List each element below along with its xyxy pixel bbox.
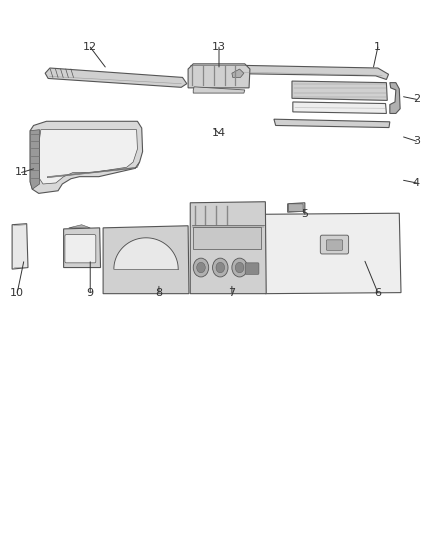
Polygon shape xyxy=(39,130,138,184)
Polygon shape xyxy=(30,130,39,189)
Polygon shape xyxy=(69,225,90,228)
FancyBboxPatch shape xyxy=(289,204,303,212)
FancyBboxPatch shape xyxy=(65,235,96,263)
Polygon shape xyxy=(64,228,101,268)
Circle shape xyxy=(232,258,247,277)
Text: 5: 5 xyxy=(301,209,308,219)
Text: 4: 4 xyxy=(413,178,420,188)
Text: 13: 13 xyxy=(212,42,226,52)
Polygon shape xyxy=(12,224,28,269)
Polygon shape xyxy=(103,226,189,294)
Circle shape xyxy=(212,258,228,277)
Polygon shape xyxy=(390,83,400,114)
Text: 11: 11 xyxy=(14,167,28,177)
Text: 9: 9 xyxy=(87,288,94,297)
Polygon shape xyxy=(265,213,401,294)
Polygon shape xyxy=(232,69,244,77)
Polygon shape xyxy=(274,119,390,127)
Text: 2: 2 xyxy=(413,94,420,104)
Text: 1: 1 xyxy=(374,42,381,52)
Polygon shape xyxy=(293,102,386,114)
Polygon shape xyxy=(47,162,140,177)
FancyBboxPatch shape xyxy=(320,235,349,254)
Circle shape xyxy=(235,262,244,273)
Polygon shape xyxy=(238,66,389,79)
FancyBboxPatch shape xyxy=(193,227,261,249)
Text: 8: 8 xyxy=(155,288,162,297)
Circle shape xyxy=(216,262,225,273)
FancyBboxPatch shape xyxy=(326,240,343,251)
Circle shape xyxy=(193,258,208,277)
Text: 14: 14 xyxy=(212,128,226,138)
FancyBboxPatch shape xyxy=(245,263,259,274)
Polygon shape xyxy=(30,122,143,193)
Polygon shape xyxy=(114,238,178,269)
Polygon shape xyxy=(188,64,250,88)
Text: 12: 12 xyxy=(83,42,97,52)
Circle shape xyxy=(197,262,205,273)
Polygon shape xyxy=(292,81,387,100)
Polygon shape xyxy=(45,68,187,87)
Polygon shape xyxy=(288,203,305,212)
Text: 3: 3 xyxy=(413,136,420,146)
Polygon shape xyxy=(193,87,245,93)
Text: 6: 6 xyxy=(374,288,381,297)
Text: 7: 7 xyxy=(228,288,236,297)
Text: 10: 10 xyxy=(10,288,24,297)
Polygon shape xyxy=(190,201,266,294)
